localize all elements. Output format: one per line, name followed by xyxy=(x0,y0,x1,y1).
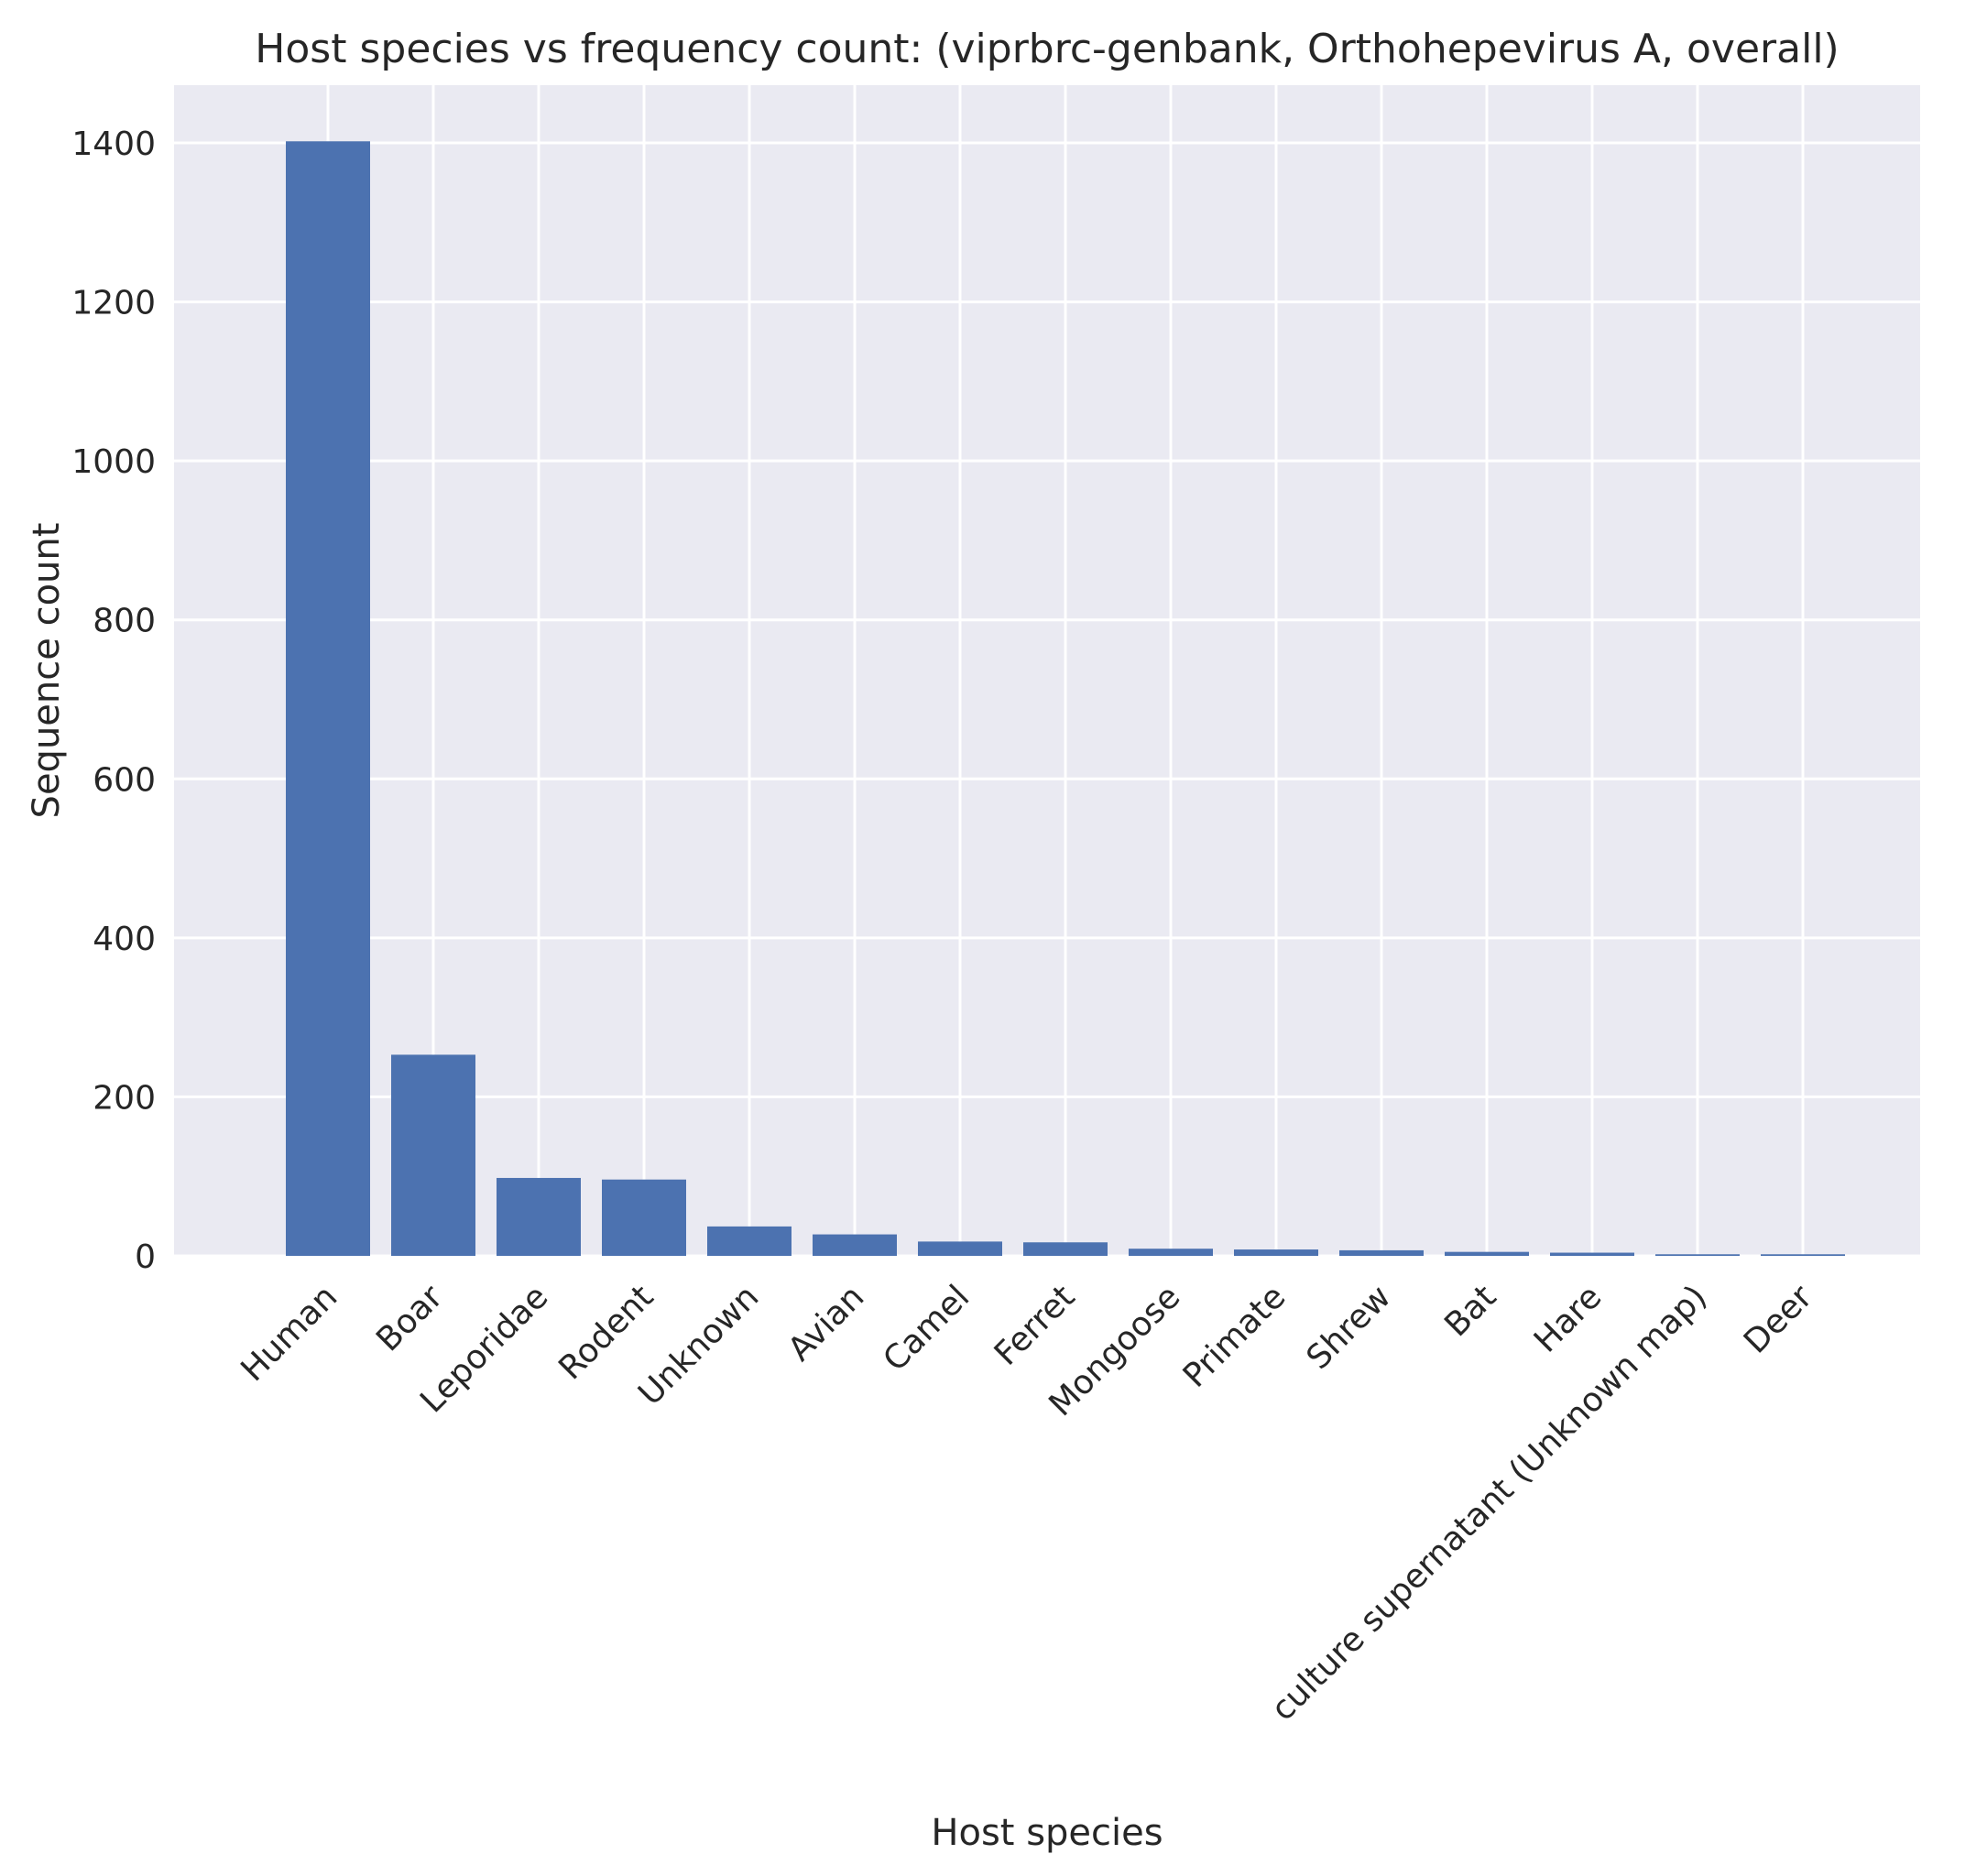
bar-leporidae xyxy=(497,1177,581,1256)
x-tick-label: Primate xyxy=(1176,1278,1293,1394)
bars xyxy=(286,141,1845,1256)
bar-ferret xyxy=(1023,1242,1108,1256)
bar-human xyxy=(286,141,370,1256)
y-axis-label: Sequence count xyxy=(26,523,68,819)
bar-mongoose xyxy=(1129,1249,1213,1256)
y-tick-label: 1400 xyxy=(71,125,156,163)
bar-shrew xyxy=(1339,1249,1424,1256)
y-tick-label: 200 xyxy=(93,1079,156,1117)
bar-culture-supernatant-unknown-map xyxy=(1655,1254,1740,1256)
x-tick-label: Shrew xyxy=(1300,1278,1399,1377)
bar-deer xyxy=(1761,1254,1845,1256)
x-tick-label: Hare xyxy=(1527,1278,1609,1359)
bar-primate xyxy=(1234,1249,1318,1256)
y-tick-label: 1000 xyxy=(71,443,156,481)
bar-boar xyxy=(391,1054,475,1256)
y-tick-label: 0 xyxy=(135,1238,156,1276)
x-tick-label: Bat xyxy=(1437,1278,1503,1344)
x-tick-label: Avian xyxy=(781,1278,872,1369)
chart-title: Host species vs frequency count: (viprbr… xyxy=(255,26,1839,72)
y-tick-labels: 0 200 400 600 800 1000 1200 1400 xyxy=(71,125,156,1276)
x-tick-label: Ferret xyxy=(988,1278,1082,1372)
x-tick-label: Camel xyxy=(876,1278,977,1379)
y-tick-label: 600 xyxy=(93,761,156,799)
bar-bat xyxy=(1445,1251,1529,1256)
bar-rodent xyxy=(602,1179,686,1256)
bar-avian xyxy=(813,1234,897,1256)
bar-unknown xyxy=(707,1226,792,1256)
x-axis-label: Host species xyxy=(931,1812,1163,1854)
bar-camel xyxy=(918,1241,1002,1256)
y-tick-label: 800 xyxy=(93,603,156,640)
y-tick-label: 400 xyxy=(93,921,156,958)
x-tick-label: Deer xyxy=(1737,1278,1820,1361)
x-tick-label: Human xyxy=(235,1278,345,1389)
bar-hare xyxy=(1550,1252,1634,1256)
x-tick-label: Boar xyxy=(369,1278,450,1358)
y-tick-label: 1200 xyxy=(71,285,156,322)
x-tick-label: Rodent xyxy=(551,1278,661,1387)
